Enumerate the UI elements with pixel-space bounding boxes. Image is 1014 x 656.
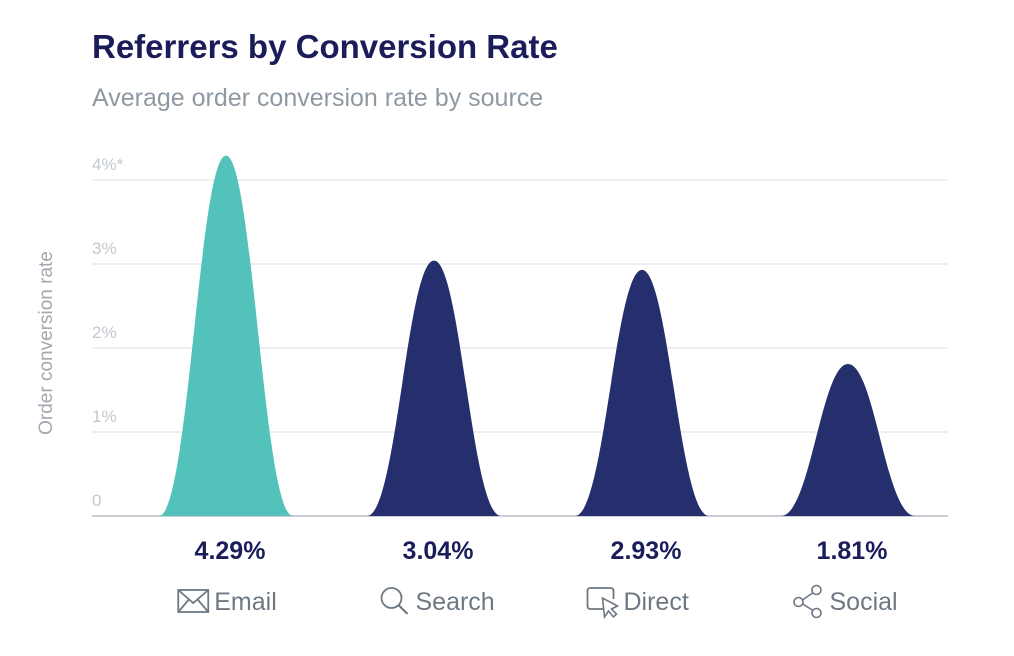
value-label: 2.93% — [611, 537, 682, 565]
y-tick-label: 0 — [92, 491, 101, 510]
peak-email — [159, 155, 293, 516]
share-icon — [793, 584, 822, 619]
y-axis-label: Order conversion rate — [36, 251, 57, 435]
category-label: Social — [830, 588, 898, 616]
y-tick-label: 2% — [92, 323, 117, 342]
chart-title: Referrers by Conversion Rate — [92, 28, 558, 65]
y-tick-label: 3% — [92, 239, 117, 258]
category-label: Email — [214, 588, 277, 616]
envelope-icon — [177, 589, 210, 613]
y-tick-label: 4%* — [92, 155, 124, 174]
peak-direct — [575, 269, 709, 516]
peak-search — [367, 260, 501, 516]
search-icon — [380, 587, 409, 615]
y-tick-label: 1% — [92, 407, 117, 426]
value-label: 1.81% — [817, 537, 888, 565]
chart-subtitle: Average order conversion rate by source — [92, 84, 544, 112]
value-label: 3.04% — [403, 537, 474, 565]
category-label: Search — [416, 588, 495, 616]
peak-social — [781, 363, 915, 516]
category-label: Direct — [624, 588, 689, 616]
cursor-click-icon — [586, 587, 620, 620]
value-label: 4.29% — [195, 537, 266, 565]
